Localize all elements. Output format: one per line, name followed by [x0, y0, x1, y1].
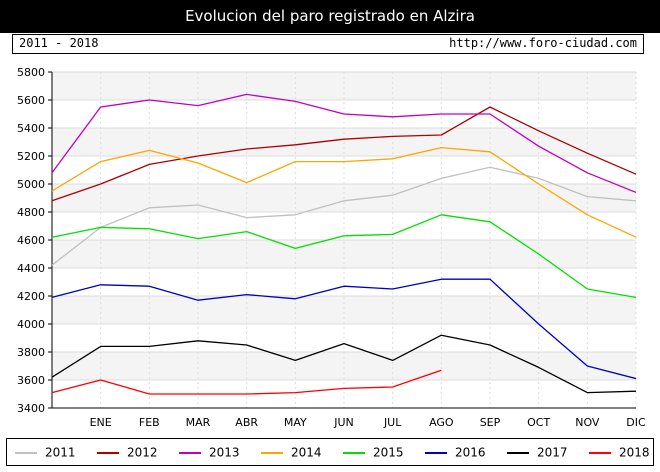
legend-item-2012: 2012	[97, 445, 158, 460]
year-range: 2011 - 2018	[19, 36, 99, 50]
x-tick-label: OCT	[527, 416, 550, 429]
legend-label: 2014	[291, 445, 322, 460]
x-tick-label: FEB	[139, 416, 160, 429]
x-tick-label: JUL	[383, 416, 402, 429]
x-tick-label: ABR	[235, 416, 258, 429]
plot-band	[52, 72, 636, 100]
x-tick-label: MAY	[284, 416, 307, 429]
info-box: 2011 - 2018 http://www.foro-ciudad.com	[12, 34, 644, 54]
legend-swatch	[343, 451, 365, 454]
series-line-2015	[51, 214, 637, 299]
legend-label: 2011	[45, 445, 76, 460]
legend-label: 2018	[619, 445, 650, 460]
legend-label: 2017	[537, 445, 568, 460]
legend-swatch	[507, 451, 529, 454]
y-tick-label: 4200	[17, 290, 45, 303]
y-tick-label: 4800	[17, 206, 45, 219]
legend-item-2014: 2014	[261, 445, 322, 460]
legend-swatch	[261, 451, 283, 454]
y-tick-label: 3800	[17, 346, 45, 359]
y-tick-label: 5600	[17, 94, 45, 107]
y-tick-label: 4600	[17, 234, 45, 247]
legend-item-2015: 2015	[343, 445, 404, 460]
legend-label: 2016	[455, 445, 486, 460]
plot-band	[52, 156, 636, 184]
legend-swatch	[15, 451, 37, 454]
x-tick-label: SEP	[480, 416, 501, 429]
x-tick-label: DIC	[626, 416, 646, 429]
legend-item-2016: 2016	[425, 445, 486, 460]
series-line-2018	[51, 369, 442, 395]
y-tick-label: 4400	[17, 262, 45, 275]
y-tick-label: 3600	[17, 374, 45, 387]
series-line-2017	[51, 334, 637, 394]
legend-swatch	[97, 451, 119, 454]
x-tick-label: NOV	[575, 416, 600, 429]
legend-swatch	[179, 451, 201, 454]
page-title: Evolucion del paro registrado en Alzira	[0, 0, 660, 33]
x-tick-label: JUN	[333, 416, 354, 429]
legend-item-2018: 2018	[589, 445, 650, 460]
plot-band	[52, 352, 636, 380]
series-line-2012	[51, 106, 637, 202]
legend-label: 2015	[373, 445, 404, 460]
y-tick-label: 4000	[17, 318, 45, 331]
legend-item-2013: 2013	[179, 445, 240, 460]
source-url: http://www.foro-ciudad.com	[449, 36, 637, 50]
series-line-2014	[51, 146, 637, 238]
plot-band	[52, 296, 636, 324]
x-tick-label: AGO	[429, 416, 454, 429]
y-tick-label: 5200	[17, 150, 45, 163]
x-tick-label: ENE	[90, 416, 112, 429]
y-tick-label: 5800	[17, 66, 45, 79]
legend-item-2017: 2017	[507, 445, 568, 460]
series-line-2013	[51, 93, 637, 194]
y-tick-label: 3400	[17, 402, 45, 415]
y-tick-label: 5000	[17, 178, 45, 191]
series-line-2011	[51, 166, 637, 266]
y-tick-label: 5400	[17, 122, 45, 135]
legend-swatch	[589, 451, 611, 454]
legend-swatch	[425, 451, 447, 454]
legend-item-2011: 2011	[15, 445, 76, 460]
legend-label: 2012	[127, 445, 158, 460]
x-tick-label: MAR	[186, 416, 211, 429]
legend-label: 2013	[209, 445, 240, 460]
series-line-2016	[51, 278, 637, 380]
legend: 2011 2012 2013 2014 2015 2016 2017 2018	[6, 438, 654, 466]
